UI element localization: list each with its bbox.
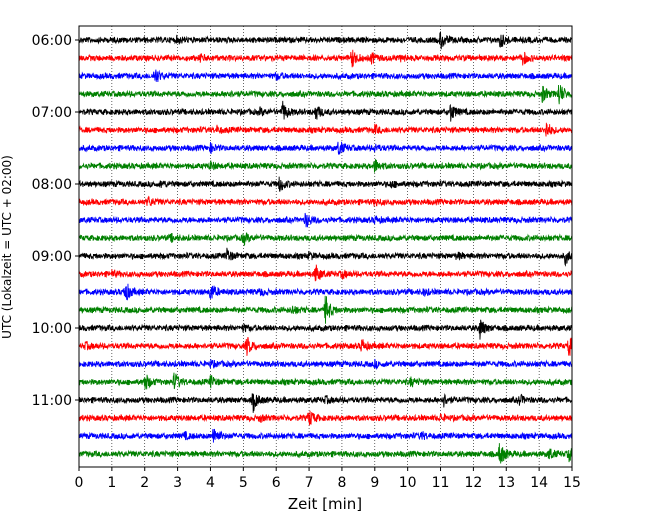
trace-layer [78,31,573,464]
trace-0945 [78,295,573,324]
x-tick-label-11: 11 [432,475,450,491]
x-tick-label-10: 10 [399,475,417,491]
trace-0845 [78,232,573,247]
trace-0900 [78,247,573,267]
x-axis-label: Zeit [min] [288,495,362,513]
trace-0800 [78,176,573,192]
y-tick-label-1: 07:00 [32,105,72,121]
x-axis: 0 1 2 3 4 5 6 7 8 9 10 11 12 13 14 15 [75,467,581,491]
y-tick-label-4: 10:00 [32,321,72,337]
x-tick-label-14: 14 [530,475,548,491]
trace-0715 [78,122,573,137]
x-tick-label-12: 12 [464,475,482,491]
y-tick-label-2: 08:00 [32,177,72,193]
trace-1145 [78,443,573,464]
trace-0600 [78,31,573,50]
x-tick-label-9: 9 [370,475,379,491]
trace-1100 [78,392,573,413]
x-tick-label-0: 0 [75,475,84,491]
x-tick-label-1: 1 [107,475,116,491]
x-tick-label-15: 15 [563,475,581,491]
trace-1045 [78,372,573,390]
y-axis: 06:00 07:00 08:00 09:00 10:00 11:00 [32,33,79,409]
plot-frame [78,25,573,468]
trace-1030 [78,358,573,371]
trace-0930 [78,283,573,301]
x-tick-label-6: 6 [272,475,281,491]
x-tick-label-4: 4 [206,475,215,491]
trace-0700 [78,100,573,122]
trace-1000 [78,319,573,340]
trace-0915 [78,264,573,282]
y-axis-label: UTC (Lokalzeit = UTC + 02:00) [0,155,14,339]
x-tick-label-3: 3 [173,475,182,491]
trace-0815 [78,195,573,207]
trace-0645 [78,84,573,105]
trace-1015 [78,336,573,356]
x-tick-label-5: 5 [239,475,248,491]
y-tick-label-0: 06:00 [32,33,72,49]
x-tick-label-2: 2 [140,475,149,491]
y-tick-label-3: 09:00 [32,249,72,265]
trace-0615 [78,49,573,68]
trace-0830 [78,212,573,228]
x-tick-label-7: 7 [305,475,314,491]
trace-0745 [78,159,573,173]
x-tick-label-8: 8 [337,475,346,491]
y-tick-label-5: 11:00 [32,393,72,409]
trace-1130 [78,428,573,443]
x-tick-label-13: 13 [497,475,515,491]
trace-0730 [78,141,573,155]
trace-0630 [78,69,573,82]
trace-1115 [78,410,573,426]
